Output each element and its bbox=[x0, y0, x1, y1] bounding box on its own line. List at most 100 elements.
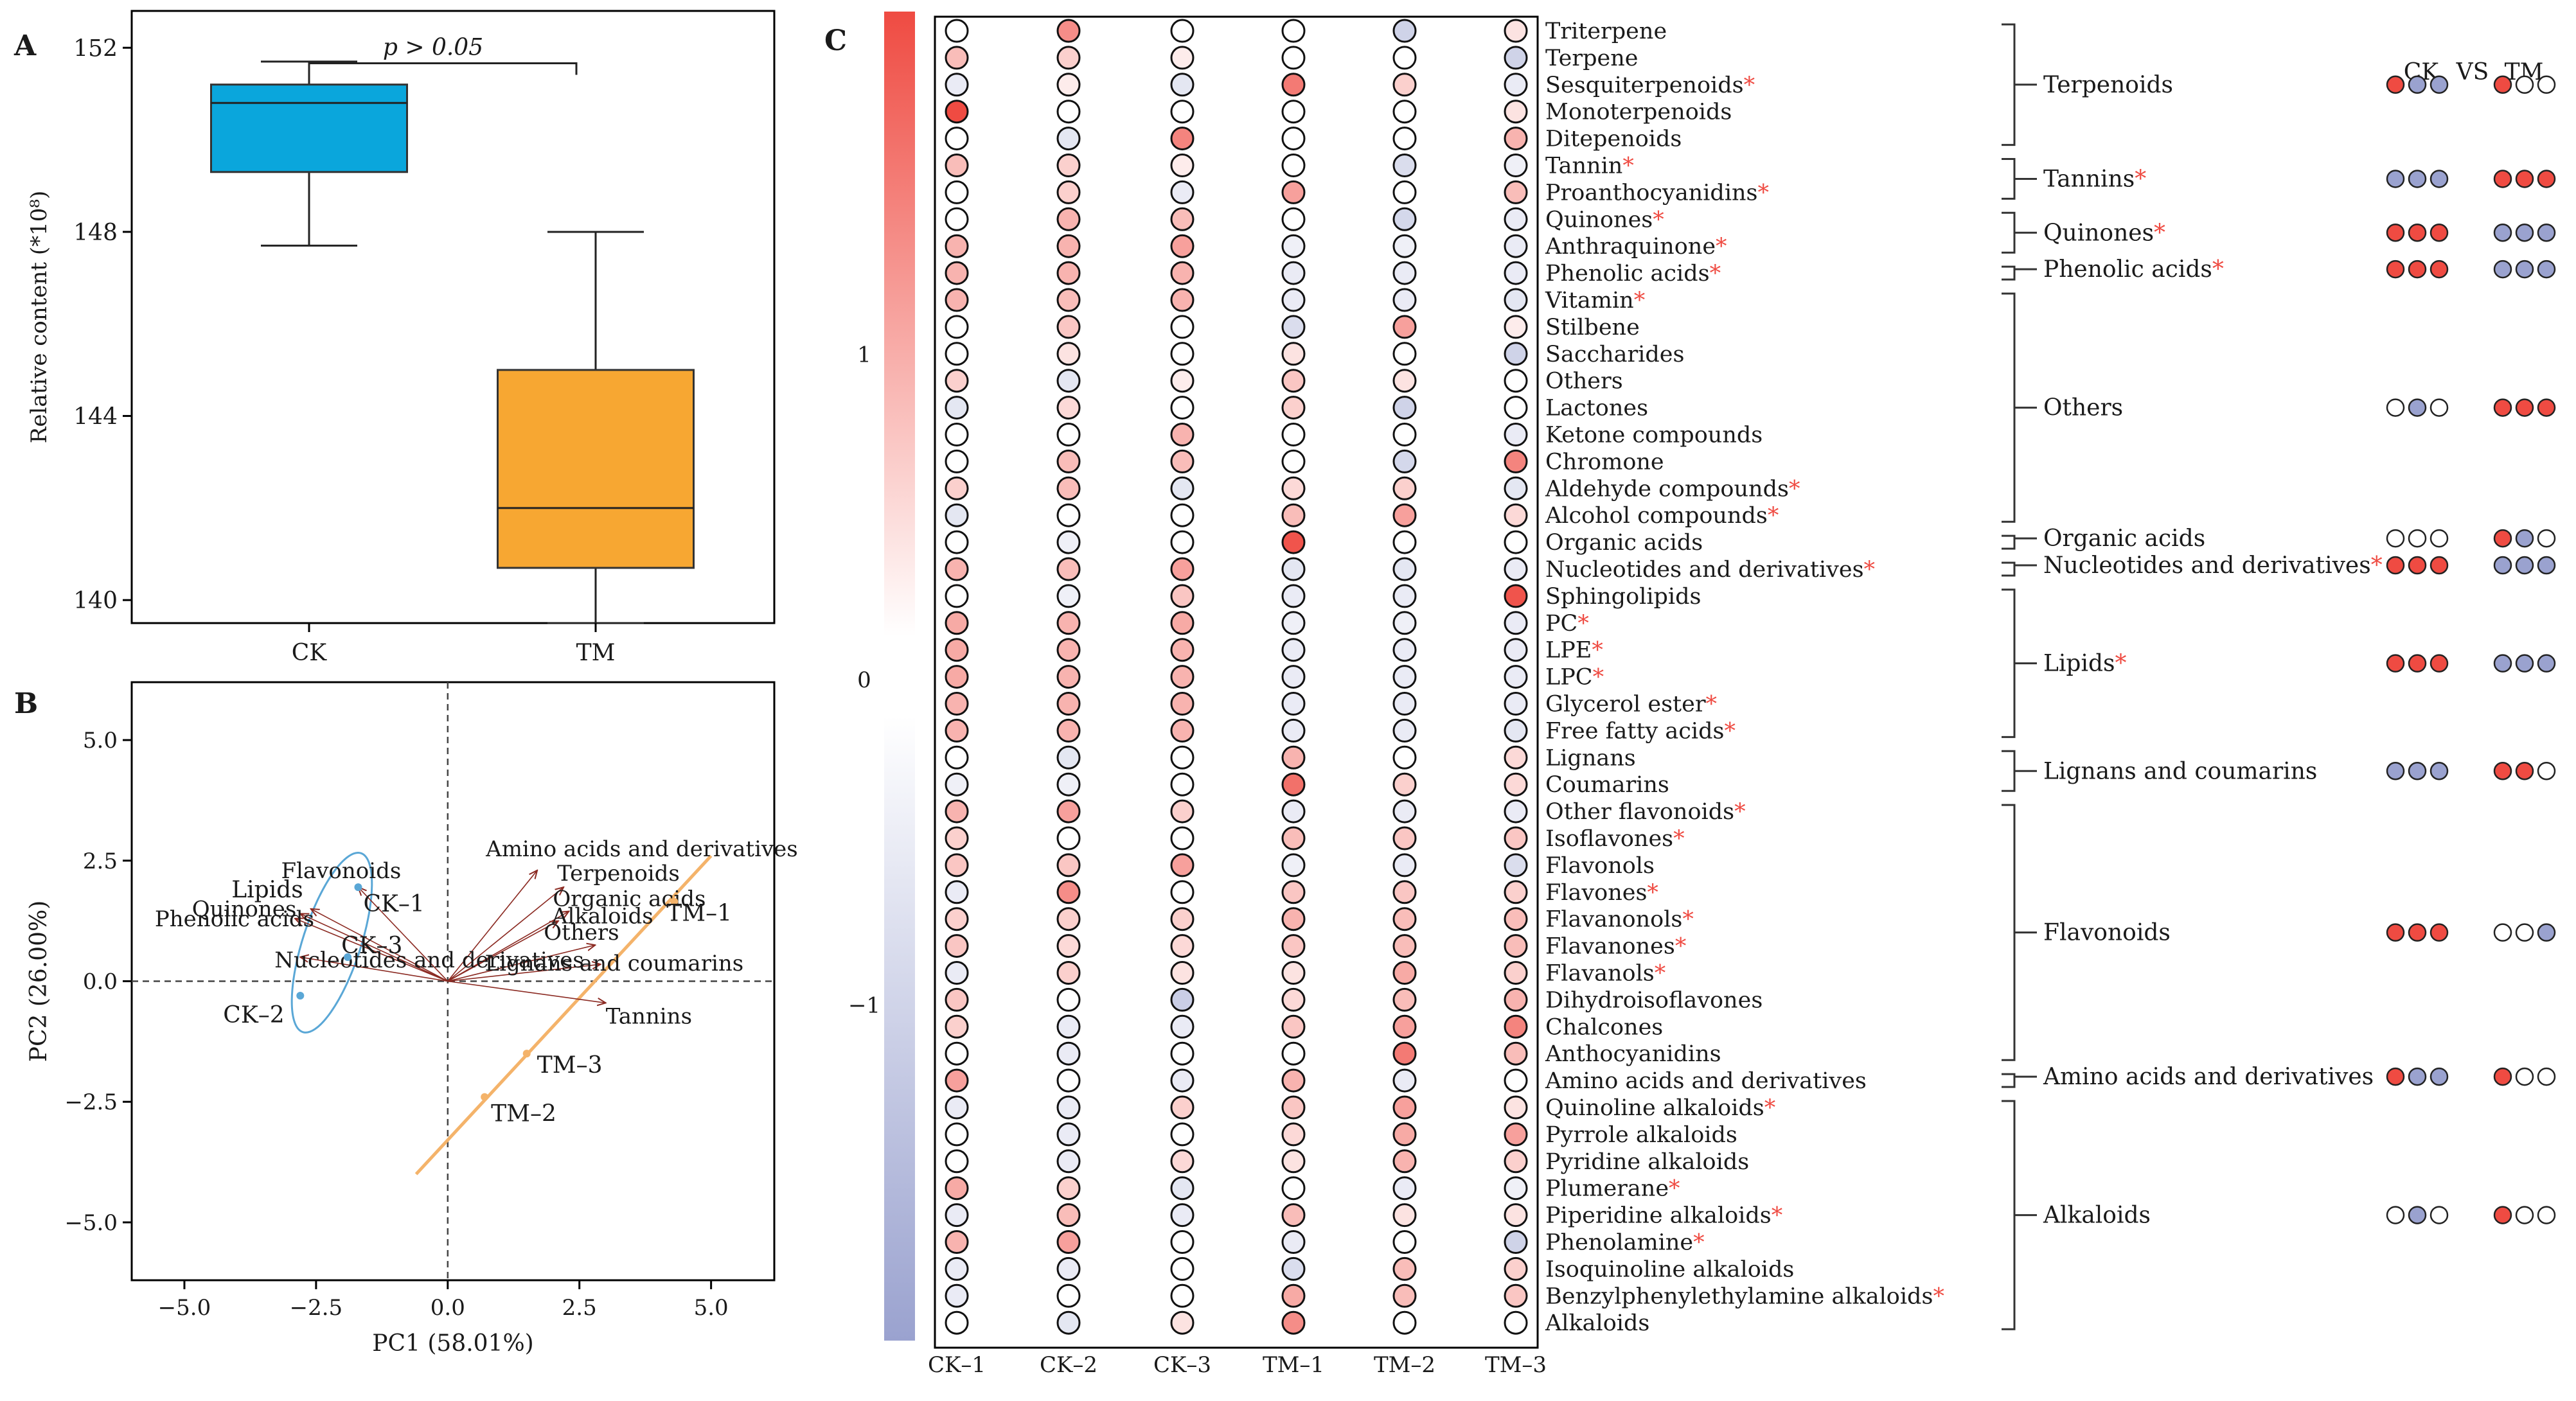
row-label: Pyrrole alkaloids bbox=[1545, 1122, 1737, 1148]
row-label: Free fatty acids* bbox=[1545, 718, 1736, 744]
heat-cell bbox=[945, 1014, 969, 1039]
heat-cell bbox=[1170, 154, 1195, 177]
heat-cell bbox=[1281, 1041, 1306, 1066]
loading-amino-acids-and-derivatives: Amino acids and derivatives bbox=[447, 836, 798, 982]
legend-dot-tm bbox=[2537, 654, 2556, 673]
heatmap-row: Other flavonoids* bbox=[945, 799, 1746, 825]
column-label: TM–2 bbox=[1374, 1352, 1435, 1378]
x-axis-label: PC1 (58.01%) bbox=[372, 1330, 533, 1357]
significance-star: * bbox=[1577, 611, 1589, 637]
heat-cell bbox=[1281, 880, 1306, 904]
heat-cell bbox=[1392, 315, 1417, 339]
significance-star: * bbox=[1634, 288, 1646, 313]
legend-dot-ck bbox=[2408, 1067, 2427, 1086]
y-tick-label: 140 bbox=[73, 588, 118, 614]
loading-lignans-and-coumarins: Lignans and coumarins bbox=[447, 951, 743, 982]
panel-b-pca: −5.0 −2.5 0.0 2.5 5.0 5.0 2.5 0.0 −2.5 −5.0 PC1 (5… bbox=[26, 681, 798, 1357]
group-bracket bbox=[2002, 750, 2016, 792]
row-label: Tannin* bbox=[1545, 154, 1634, 179]
row-label: Organic acids bbox=[1545, 530, 1703, 556]
heat-cell bbox=[1281, 987, 1306, 1012]
group-label-text: Tannins bbox=[2043, 166, 2135, 192]
row-label: Stilbene bbox=[1545, 315, 1640, 340]
heat-cell bbox=[1056, 127, 1081, 151]
heatmap-row: Lignans bbox=[945, 745, 1636, 771]
row-label-text: Dihydroisoflavones bbox=[1545, 987, 1763, 1013]
heat-cell bbox=[945, 799, 969, 824]
heat-cell bbox=[1056, 1176, 1081, 1201]
legend-dot-ck bbox=[2386, 654, 2405, 673]
legend-dot-ck bbox=[2408, 762, 2427, 780]
heat-cell bbox=[1281, 611, 1306, 635]
heat-cell bbox=[1056, 423, 1081, 446]
legend-dot-tm bbox=[2537, 556, 2556, 575]
colorbar bbox=[884, 12, 915, 1341]
heat-cell bbox=[1504, 987, 1528, 1012]
row-label-text: Phenolic acids bbox=[1545, 261, 1710, 286]
loading-label: Flavonoids bbox=[281, 858, 401, 884]
heat-cell bbox=[1392, 503, 1417, 527]
heatmap-row: Anthraquinone* bbox=[945, 234, 1727, 260]
heat-cell bbox=[1504, 718, 1528, 743]
heat-cell bbox=[1056, 396, 1081, 420]
column-label: CK–1 bbox=[928, 1352, 986, 1378]
heat-cell bbox=[1504, 530, 1528, 554]
row-label-text: Amino acids and derivatives bbox=[1545, 1068, 1867, 1094]
legend-dot-ck bbox=[2429, 260, 2449, 279]
heat-cell bbox=[1281, 530, 1306, 554]
heat-cell bbox=[1281, 1149, 1306, 1174]
heat-cell bbox=[945, 1149, 969, 1174]
group-label-text: Flavonoids bbox=[2043, 920, 2171, 946]
heat-cell bbox=[1504, 234, 1528, 258]
heat-cell bbox=[1392, 1283, 1417, 1308]
heatmap-row: Pyrrole alkaloids bbox=[945, 1122, 1737, 1148]
heat-cell bbox=[1056, 449, 1081, 473]
heat-cell bbox=[1504, 772, 1528, 797]
row-label: Chromone bbox=[1545, 449, 1664, 475]
heat-cell bbox=[1281, 180, 1306, 204]
group-bracket bbox=[2002, 292, 2016, 523]
row-label: Pyridine alkaloids bbox=[1545, 1149, 1749, 1175]
heat-cell bbox=[1056, 853, 1081, 877]
heat-cell bbox=[1392, 1256, 1417, 1281]
heatmap-row: LPE* bbox=[945, 638, 1603, 664]
row-label: Flavanones* bbox=[1545, 934, 1686, 960]
heat-cell bbox=[1170, 288, 1195, 312]
row-label: Sesquiterpenoids* bbox=[1545, 73, 1755, 98]
heat-cell bbox=[1281, 423, 1306, 446]
group-terpenoids: Terpenoids bbox=[2002, 23, 2556, 146]
heatmap-row: Proanthocyanidins* bbox=[945, 180, 1769, 206]
sample-ck-2: CK–2 bbox=[223, 992, 305, 1028]
heatmap-row: Sesquiterpenoids* bbox=[945, 73, 1755, 98]
row-label: Phenolic acids* bbox=[1545, 261, 1721, 286]
heat-cell bbox=[1170, 207, 1195, 231]
loading-terpenoids: Terpenoids bbox=[447, 861, 680, 982]
heat-cell bbox=[1504, 584, 1528, 608]
significance-star: * bbox=[1734, 799, 1746, 825]
group-bracket bbox=[2002, 588, 2016, 738]
heat-cell bbox=[1170, 369, 1195, 393]
heat-cell bbox=[1504, 73, 1528, 97]
row-label-text: Flavanonols bbox=[1545, 907, 1682, 933]
row-label-text: Quinones bbox=[1545, 207, 1653, 233]
row-label-text: Flavones bbox=[1545, 880, 1647, 906]
significance-star: * bbox=[1933, 1283, 1944, 1309]
heat-cell bbox=[1504, 665, 1528, 689]
loading-flavonoids: Flavonoids bbox=[281, 858, 449, 982]
heat-cell bbox=[1170, 718, 1195, 743]
group-alkaloids: Alkaloids bbox=[2002, 1100, 2556, 1330]
heat-cell bbox=[1056, 665, 1081, 689]
heat-cell bbox=[945, 369, 969, 393]
row-label: Flavones* bbox=[1545, 880, 1658, 906]
heat-cell bbox=[945, 1176, 969, 1201]
heatmap-row: Plumerane* bbox=[945, 1176, 1680, 1202]
significance-star: * bbox=[1673, 826, 1685, 852]
x-tick-label: −2.5 bbox=[290, 1295, 343, 1321]
heat-cell bbox=[1392, 449, 1417, 473]
heat-cell bbox=[1504, 799, 1528, 824]
heat-cell bbox=[945, 180, 969, 204]
legend-dot-tm bbox=[2493, 260, 2512, 279]
legend-dot-tm bbox=[2537, 75, 2556, 94]
row-label: Amino acids and derivatives bbox=[1545, 1068, 1867, 1094]
heatmap-row: Tannin* bbox=[945, 154, 1634, 179]
